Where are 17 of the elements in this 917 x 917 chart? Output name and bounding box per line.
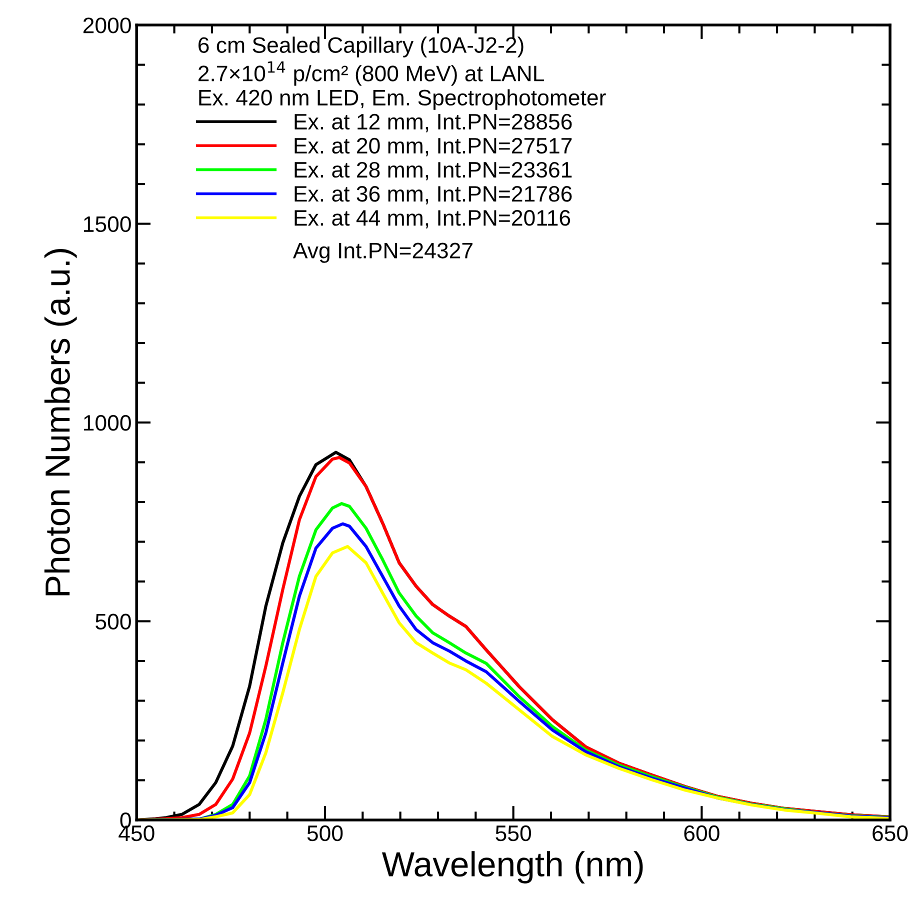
legend-label: Ex. at 12 mm, Int.PN=28856 bbox=[294, 114, 572, 132]
legend-label: Ex. at 20 mm, Int.PN=27517 bbox=[294, 138, 572, 156]
y-tick-label: 1000 bbox=[84, 415, 131, 431]
x-tick-label: 550 bbox=[496, 825, 532, 842]
y-axis-title: Photon Numbers (a.u.) bbox=[44, 249, 77, 596]
legend-label: Ex. at 44 mm, Int.PN=20116 bbox=[294, 210, 570, 228]
legend-label: Ex. at 28 mm, Int.PN=23361 bbox=[294, 162, 572, 180]
legend-title: 6 cm Sealed Capillary (10A-J2-2) 2.7×10$^{14}$ p/cm² (800 MeV) at LANL Ex. 420 nm LED, Em. Spectrophotometer bbox=[198, 36, 606, 110]
y-tick-label: 1500 bbox=[84, 216, 131, 232]
x-tick-label: 600 bbox=[684, 825, 720, 842]
legend-label: Ex. at 36 mm, Int.PN=21786 bbox=[294, 186, 572, 204]
x-axis-title: Wavelength (nm) bbox=[382, 851, 643, 884]
x-tick-label: 500 bbox=[307, 825, 343, 842]
annotation: Avg Int.PN=24327 bbox=[292, 242, 472, 263]
y-tick-label: 500 bbox=[96, 614, 131, 630]
x-tick-label: 650 bbox=[872, 825, 908, 842]
y-tick-label: 2000 bbox=[83, 18, 131, 34]
